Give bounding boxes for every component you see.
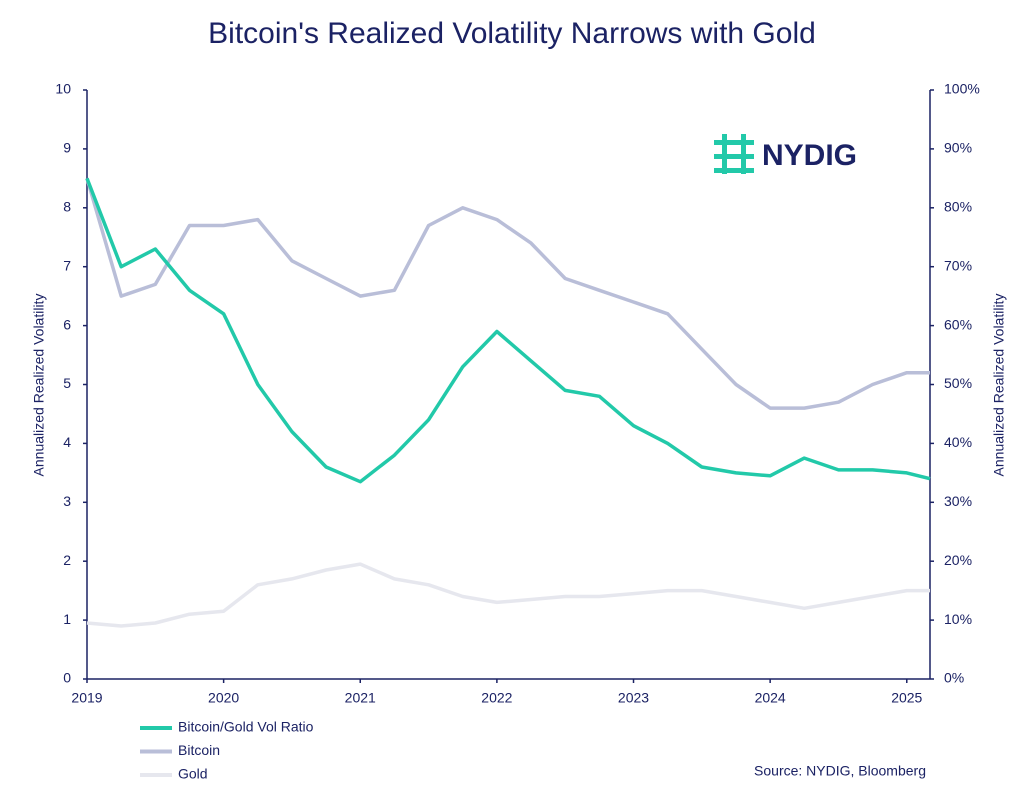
series-line [85, 177, 931, 484]
y2-tick-label: 10% [944, 611, 972, 627]
logo-icon [741, 134, 746, 174]
series-line [86, 562, 930, 628]
y-tick-label: 7 [63, 257, 71, 273]
x-tick-label: 2025 [891, 690, 922, 706]
y-tick-label: 1 [63, 611, 71, 627]
y2-tick-label: 0% [944, 670, 964, 686]
legend-label: Bitcoin [178, 742, 220, 758]
y2-tick-label: 50% [944, 375, 972, 391]
x-tick-label: 2022 [481, 690, 512, 706]
y-tick-label: 3 [63, 493, 71, 509]
logo: NYDIG [714, 134, 857, 174]
y2-axis-title: Annualized Realized Volatility [991, 294, 1007, 477]
logo-icon [714, 140, 754, 145]
y-tick-label: 0 [63, 670, 71, 686]
y2-tick-label: 80% [944, 199, 972, 215]
x-tick-label: 2021 [345, 690, 376, 706]
y2-tick-label: 100% [944, 81, 980, 97]
logo-icon [714, 154, 754, 159]
y2-tick-label: 20% [944, 552, 972, 568]
logo-text: NYDIG [762, 139, 857, 172]
series-line [85, 177, 930, 410]
x-tick-label: 2020 [208, 690, 239, 706]
source: Source: NYDIG, Bloomberg [754, 763, 926, 779]
y-tick-label: 4 [63, 434, 71, 450]
x-tick-label: 2024 [755, 690, 786, 706]
y2-tick-label: 30% [944, 493, 972, 509]
y-tick-label: 6 [63, 316, 71, 332]
y-tick-label: 5 [63, 375, 71, 391]
logo-icon [722, 134, 727, 174]
y2-tick-label: 90% [944, 140, 972, 156]
x-tick-label: 2019 [71, 690, 102, 706]
chart-title: Bitcoin's Realized Volatility Narrows wi… [208, 17, 816, 50]
y-tick-label: 8 [63, 199, 71, 215]
y2-tick-label: 60% [944, 316, 972, 332]
logo-icon [714, 168, 754, 173]
y-tick-label: 9 [63, 140, 71, 156]
legend-label: Bitcoin/Gold Vol Ratio [178, 719, 314, 735]
y2-tick-label: 40% [944, 434, 972, 450]
y-axis-title: Annualized Realized Volatility [31, 294, 47, 477]
y-tick-label: 10 [55, 81, 71, 97]
x-tick-label: 2023 [618, 690, 649, 706]
y-tick-label: 2 [63, 552, 71, 568]
y2-tick-label: 70% [944, 257, 972, 273]
legend-label: Gold [178, 766, 208, 782]
